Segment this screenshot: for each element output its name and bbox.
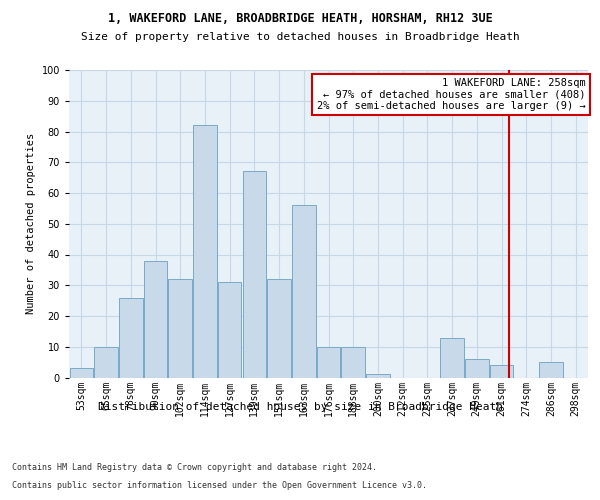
Bar xyxy=(341,347,365,378)
Bar xyxy=(144,260,167,378)
Bar xyxy=(490,365,513,378)
Bar xyxy=(242,172,266,378)
Bar xyxy=(268,279,291,378)
Bar xyxy=(94,347,118,378)
Bar xyxy=(539,362,563,378)
Bar xyxy=(119,298,143,378)
Bar xyxy=(440,338,464,378)
Bar xyxy=(218,282,241,378)
Bar xyxy=(70,368,93,378)
Text: Distribution of detached houses by size in Broadbridge Heath: Distribution of detached houses by size … xyxy=(97,402,503,412)
Bar xyxy=(292,206,316,378)
Text: 1 WAKEFORD LANE: 258sqm
← 97% of detached houses are smaller (408)
2% of semi-de: 1 WAKEFORD LANE: 258sqm ← 97% of detache… xyxy=(317,78,586,111)
Bar xyxy=(169,279,192,378)
Bar xyxy=(317,347,340,378)
Y-axis label: Number of detached properties: Number of detached properties xyxy=(26,133,36,314)
Text: Size of property relative to detached houses in Broadbridge Heath: Size of property relative to detached ho… xyxy=(80,32,520,42)
Bar xyxy=(465,359,488,378)
Text: 1, WAKEFORD LANE, BROADBRIDGE HEATH, HORSHAM, RH12 3UE: 1, WAKEFORD LANE, BROADBRIDGE HEATH, HOR… xyxy=(107,12,493,26)
Text: Contains public sector information licensed under the Open Government Licence v3: Contains public sector information licen… xyxy=(12,481,427,490)
Bar xyxy=(366,374,389,378)
Bar xyxy=(193,126,217,378)
Text: Contains HM Land Registry data © Crown copyright and database right 2024.: Contains HM Land Registry data © Crown c… xyxy=(12,464,377,472)
